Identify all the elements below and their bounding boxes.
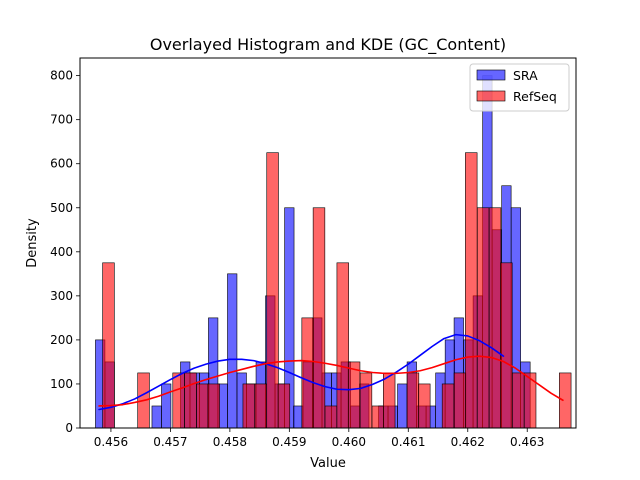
y-axis-ticks: 0 100 200 300 400 500 600 700 800 bbox=[50, 69, 80, 435]
refseq-bar bbox=[488, 207, 502, 429]
refseq-bar bbox=[383, 372, 396, 429]
sra-bar bbox=[161, 383, 172, 429]
y-tick-label: 400 bbox=[50, 245, 73, 259]
refseq-bar bbox=[254, 383, 267, 429]
refseq-bar bbox=[277, 383, 291, 429]
refseq-bar bbox=[172, 372, 185, 429]
refseq-bar bbox=[559, 372, 572, 429]
refseq-bar bbox=[196, 383, 209, 429]
x-tick-label: 0.462 bbox=[451, 435, 485, 449]
refseq-bar bbox=[102, 262, 115, 429]
refseq-bar bbox=[336, 262, 349, 429]
refseq-bar bbox=[418, 383, 431, 429]
x-tick-label: 0.458 bbox=[213, 435, 247, 449]
x-tick-label: 0.460 bbox=[332, 435, 366, 449]
kde-lines bbox=[98, 333, 564, 411]
y-tick-label: 300 bbox=[50, 289, 73, 303]
y-tick-label: 800 bbox=[50, 69, 73, 83]
legend-label-sra: SRA bbox=[513, 68, 538, 83]
refseq-bar bbox=[347, 361, 361, 429]
refseq-bar bbox=[453, 372, 467, 429]
legend-label-refseq: RefSeq bbox=[513, 89, 557, 104]
refseq-bars bbox=[102, 152, 572, 429]
y-tick-label: 200 bbox=[50, 333, 73, 347]
refseq-bar bbox=[266, 152, 279, 429]
axes-frame bbox=[79, 57, 577, 429]
refseq-bar bbox=[465, 152, 478, 429]
refseq-bar bbox=[207, 383, 220, 429]
y-axis-label: Density bbox=[25, 218, 40, 268]
refseq-bar bbox=[476, 207, 490, 429]
refseq-bar bbox=[406, 372, 420, 429]
legend-swatch-sra bbox=[476, 69, 506, 81]
refseq-bar bbox=[301, 317, 314, 429]
refseq-bar bbox=[359, 372, 373, 429]
plot-area bbox=[95, 75, 572, 429]
refseq-bar bbox=[312, 207, 326, 429]
x-axis-ticks: 0.456 0.457 0.458 0.459 0.460 0.461 0.462 0.463 bbox=[94, 428, 544, 449]
refseq-bar bbox=[184, 372, 197, 429]
sra-bar bbox=[397, 383, 408, 429]
refseq-bar bbox=[324, 405, 338, 429]
refseq-bar bbox=[500, 262, 513, 429]
refseq-kde-line bbox=[98, 355, 564, 407]
x-tick-label: 0.457 bbox=[153, 435, 187, 449]
sra-bar bbox=[151, 405, 162, 429]
refseq-bar bbox=[371, 405, 385, 429]
refseq-bar bbox=[242, 383, 255, 429]
refseq-bar bbox=[441, 383, 455, 429]
x-tick-label: 0.459 bbox=[272, 435, 306, 449]
y-tick-label: 600 bbox=[50, 157, 73, 171]
refseq-bar bbox=[512, 372, 525, 429]
x-tick-label: 0.461 bbox=[391, 435, 425, 449]
y-tick-label: 500 bbox=[50, 201, 73, 215]
sra-bar bbox=[227, 273, 238, 429]
y-tick-label: 700 bbox=[50, 113, 73, 127]
y-tick-label: 0 bbox=[65, 421, 73, 435]
y-tick-label: 100 bbox=[50, 377, 73, 391]
sra-kde-line bbox=[98, 333, 505, 411]
x-axis-label: Value bbox=[310, 456, 346, 471]
legend: SRA RefSeq bbox=[469, 63, 570, 112]
chart-title: Overlayed Histogram and KDE (GC_Content) bbox=[150, 35, 506, 55]
x-tick-label: 0.463 bbox=[510, 435, 544, 449]
x-tick-label: 0.456 bbox=[94, 435, 128, 449]
legend-swatch-refseq bbox=[476, 90, 506, 102]
